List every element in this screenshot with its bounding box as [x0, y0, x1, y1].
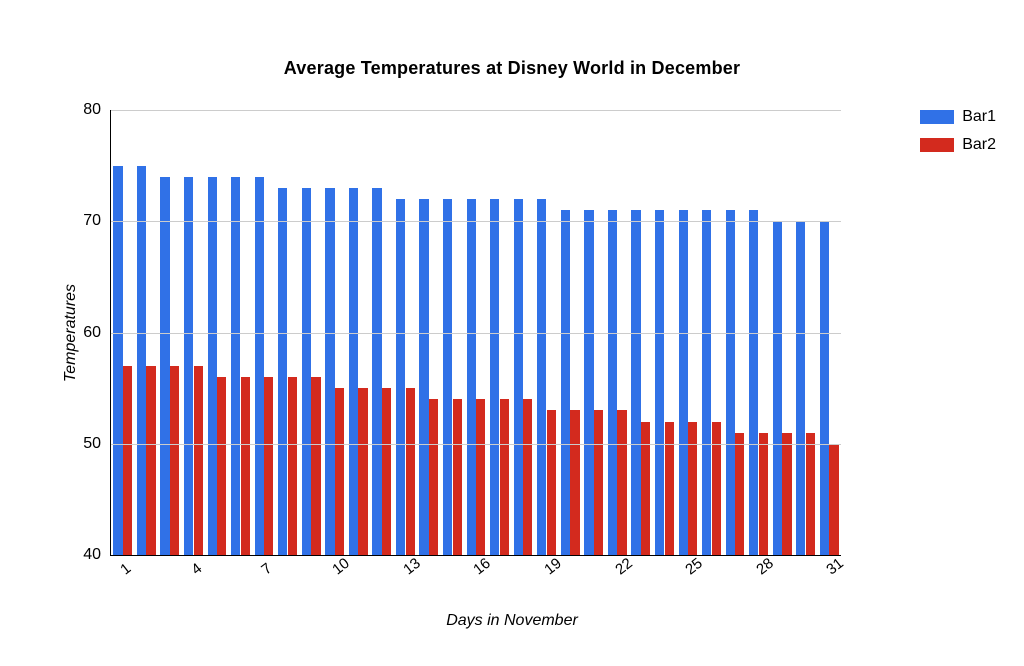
y-tick-label: 60	[83, 324, 111, 342]
bar	[712, 422, 721, 556]
bar	[806, 433, 815, 555]
x-axis-label: Days in November	[0, 612, 1024, 630]
bar	[288, 377, 297, 555]
grid-line	[111, 110, 841, 111]
y-tick-label: 40	[83, 546, 111, 564]
bar	[382, 388, 391, 555]
bar	[608, 210, 617, 555]
bar	[335, 388, 344, 555]
y-tick-label: 70	[83, 212, 111, 230]
bar	[325, 188, 334, 555]
grid-line	[111, 444, 841, 445]
bar	[688, 422, 697, 556]
bar	[641, 422, 650, 556]
bar	[184, 177, 193, 555]
bar	[759, 433, 768, 555]
legend-item: Bar2	[920, 136, 996, 154]
bar	[631, 210, 640, 555]
bar	[194, 366, 203, 555]
bar	[146, 366, 155, 555]
bar	[467, 199, 476, 555]
legend-swatch	[920, 110, 954, 124]
bar	[137, 166, 146, 555]
y-axis-label: Temperatures	[62, 284, 80, 382]
bar	[584, 210, 593, 555]
bar	[231, 177, 240, 555]
grid-line	[111, 333, 841, 334]
bar	[679, 210, 688, 555]
bar	[453, 399, 462, 555]
bar	[217, 377, 226, 555]
chart-title: Average Temperatures at Disney World in …	[0, 58, 1024, 79]
bar	[113, 166, 122, 555]
bar	[255, 177, 264, 555]
bar	[749, 210, 758, 555]
bar	[665, 422, 674, 556]
bar	[490, 199, 499, 555]
bar	[500, 399, 509, 555]
grid-line	[111, 221, 841, 222]
bar	[476, 399, 485, 555]
chart-container: Average Temperatures at Disney World in …	[0, 0, 1024, 666]
bar	[655, 210, 664, 555]
plot-area: 40506070801471013161922252831	[110, 110, 841, 556]
bar	[372, 188, 381, 555]
bar	[419, 199, 428, 555]
x-tick-label: 7	[254, 554, 276, 579]
legend-label: Bar2	[962, 136, 996, 154]
legend: Bar1 Bar2	[920, 108, 996, 164]
legend-label: Bar1	[962, 108, 996, 126]
x-tick-label: 1	[112, 554, 134, 579]
bar	[429, 399, 438, 555]
bar	[302, 188, 311, 555]
bar	[547, 410, 556, 555]
bar	[523, 399, 532, 555]
bar	[170, 366, 179, 555]
legend-swatch	[920, 138, 954, 152]
bar	[537, 199, 546, 555]
bar	[406, 388, 415, 555]
bar	[349, 188, 358, 555]
bar	[278, 188, 287, 555]
bar	[702, 210, 711, 555]
bar	[514, 199, 523, 555]
bar	[820, 221, 829, 555]
bar	[594, 410, 603, 555]
bar	[123, 366, 132, 555]
bar	[264, 377, 273, 555]
bar	[796, 221, 805, 555]
bar	[443, 199, 452, 555]
bar	[617, 410, 626, 555]
bar	[241, 377, 250, 555]
bar	[561, 210, 570, 555]
bar	[782, 433, 791, 555]
bar	[735, 433, 744, 555]
y-tick-label: 80	[83, 101, 111, 119]
bar	[726, 210, 735, 555]
bar	[396, 199, 405, 555]
x-tick-label: 4	[183, 554, 205, 579]
bar	[358, 388, 367, 555]
bar	[208, 177, 217, 555]
legend-item: Bar1	[920, 108, 996, 126]
bar	[570, 410, 579, 555]
bar	[829, 444, 838, 555]
bar	[160, 177, 169, 555]
bar	[773, 221, 782, 555]
y-tick-label: 50	[83, 435, 111, 453]
bar	[311, 377, 320, 555]
